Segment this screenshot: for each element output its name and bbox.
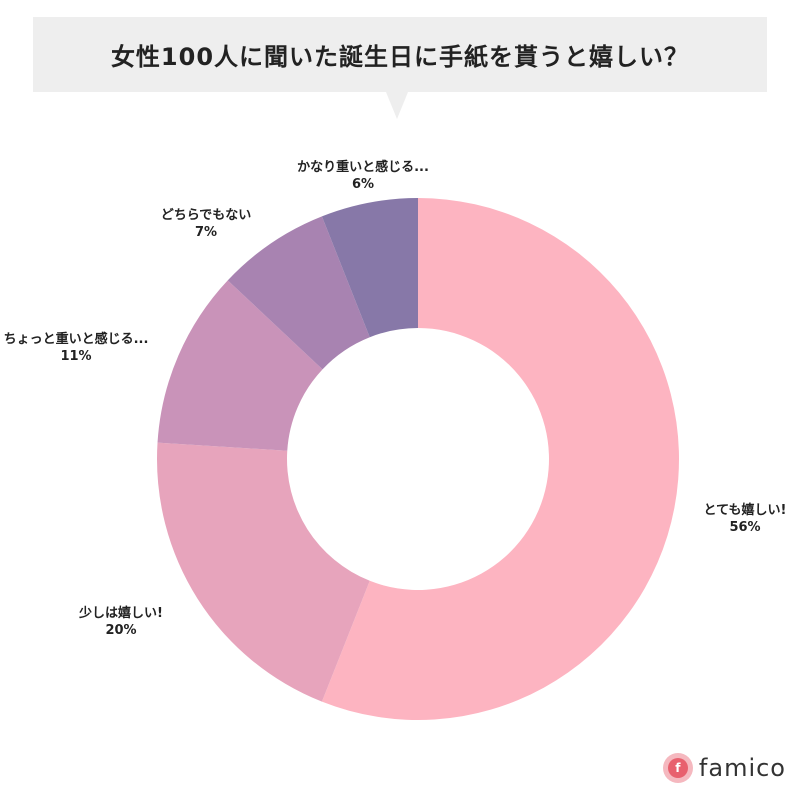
slice-2 xyxy=(157,442,370,702)
chart-title: 女性100人に聞いた誕生日に手紙を貰うと嬉しい？ xyxy=(110,43,690,71)
slice-value-5: 6% xyxy=(352,177,374,192)
brand-mark-letter: f xyxy=(667,758,688,778)
donut-slices xyxy=(157,198,679,721)
slice-value-3: 11% xyxy=(60,349,91,364)
title-bubble: 女性100人に聞いた誕生日に手紙を貰うと嬉しい？ xyxy=(33,17,767,92)
slice-label-1: とても嬉しい! xyxy=(704,502,787,518)
title-bubble-tail xyxy=(386,92,408,119)
slice-label-5: かなり重いと感じる... xyxy=(297,159,429,175)
brand-logo: f famico xyxy=(662,753,786,783)
brand-name: famico xyxy=(698,754,786,782)
slice-label-3: ちょっと重いと感じる... xyxy=(4,331,149,347)
slice-label-2: 少しは嬉しい! xyxy=(78,605,163,621)
slice-4 xyxy=(227,216,370,370)
slice-labels: とても嬉しい! 56% 少しは嬉しい! 20% ちょっと重いと感じる... 11% どちらで… xyxy=(4,159,787,638)
slice-value-2: 20% xyxy=(105,623,136,638)
slice-value-4: 7% xyxy=(195,225,217,240)
slice-3 xyxy=(157,280,323,451)
brand-mark-icon: f xyxy=(662,753,693,783)
slice-label-4: どちらでもない xyxy=(161,208,252,223)
slice-1 xyxy=(321,198,679,721)
slice-value-1: 56% xyxy=(729,520,760,535)
slice-5 xyxy=(321,198,418,338)
